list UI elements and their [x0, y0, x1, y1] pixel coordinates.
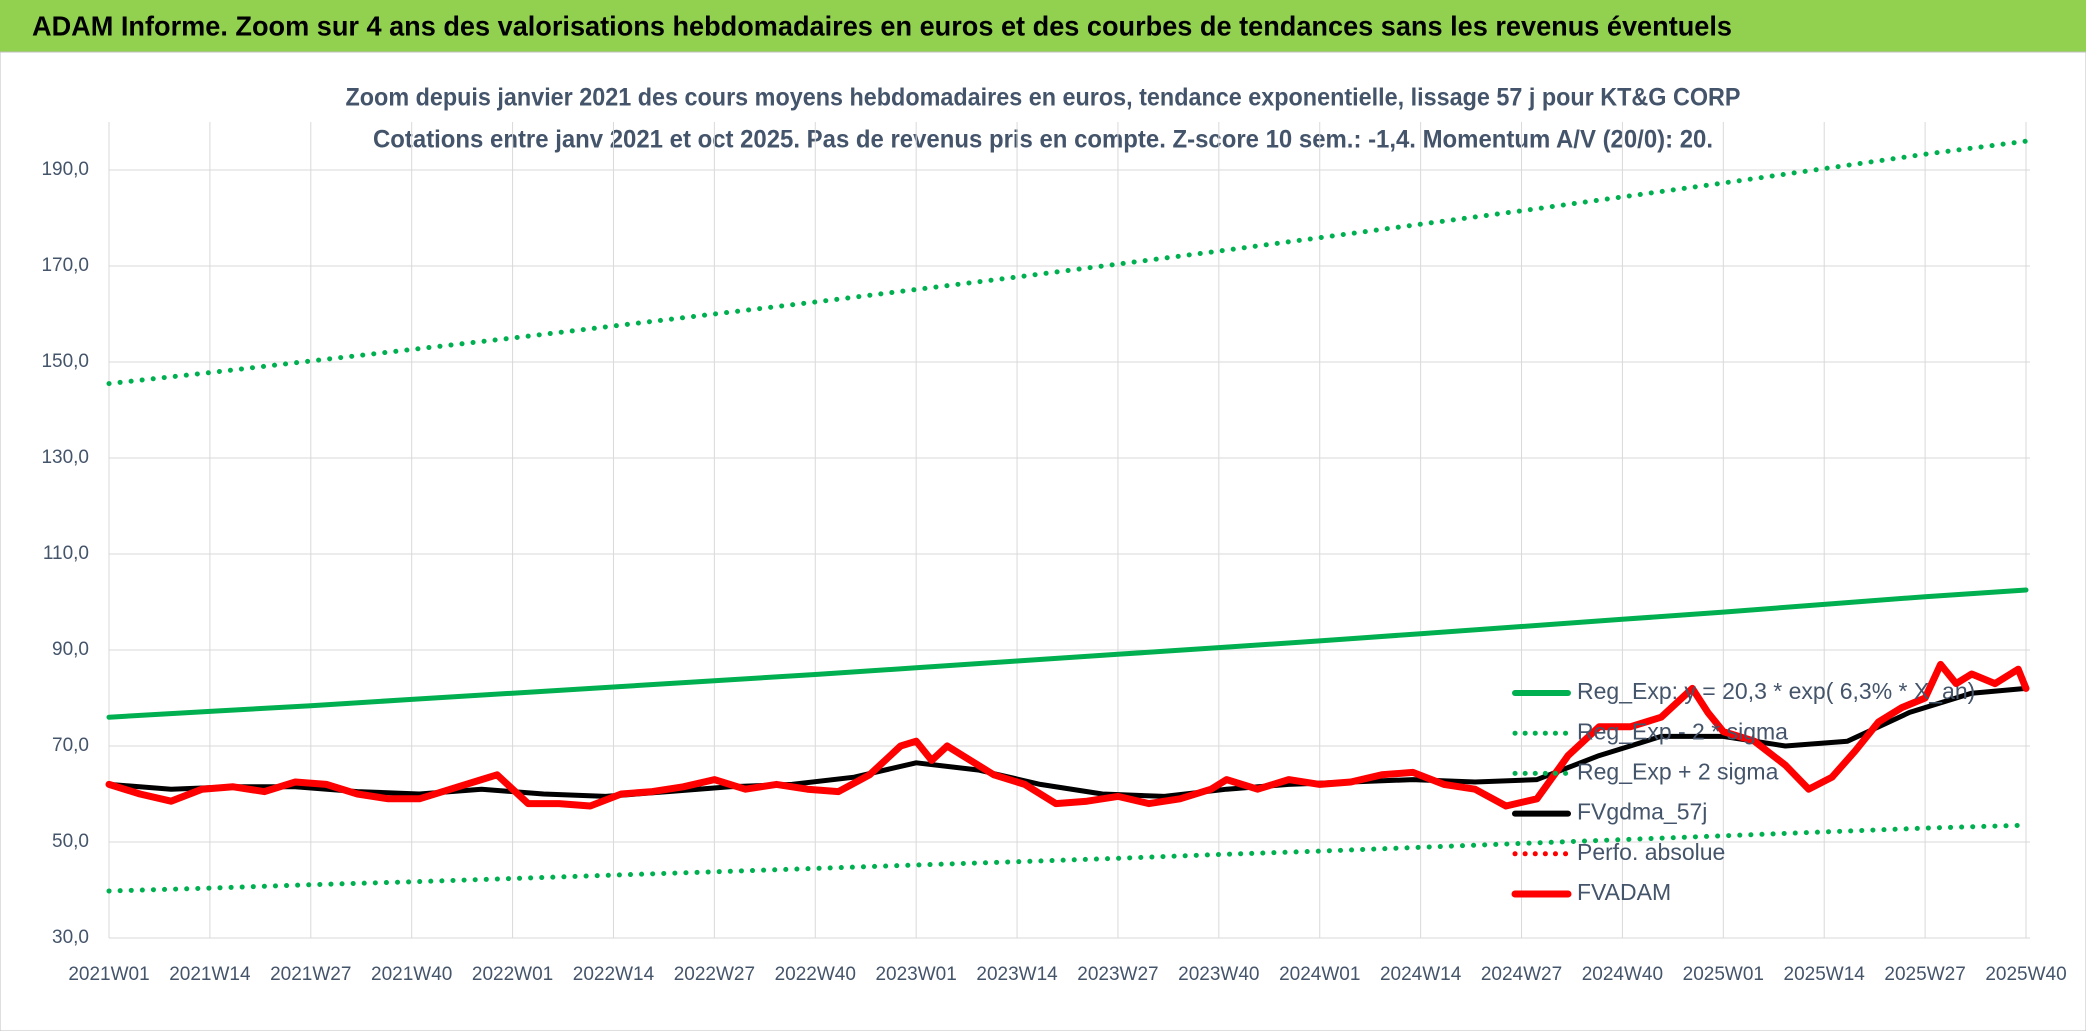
chart-frame	[0, 51, 2086, 1031]
x-tick-label: 2021W40	[371, 964, 452, 985]
series-line	[106, 587, 2029, 720]
y-tick-label: 30,0	[52, 927, 89, 948]
x-tick-label: 2023W40	[1178, 964, 1259, 985]
y-tick-label: 90,0	[52, 639, 89, 660]
x-tick-label: 2022W01	[472, 964, 553, 985]
y-tick-label: 190,0	[41, 159, 89, 180]
series-line	[106, 822, 2029, 894]
legend-label: FVgdma_57j	[1577, 799, 1707, 825]
legend-label: Reg_Exp + 2 sigma	[1577, 758, 1779, 784]
legend-label: FVADAM	[1577, 879, 1671, 905]
y-tick-label: 170,0	[41, 255, 89, 276]
y-tick-label: 150,0	[41, 351, 89, 372]
x-tick-label: 2024W14	[1380, 964, 1462, 985]
header-bar	[0, 0, 2086, 52]
x-tick-label: 2024W01	[1279, 964, 1360, 985]
x-tick-label: 2022W27	[674, 964, 755, 985]
legend-label: Perfo. absolue	[1577, 839, 1725, 865]
series-line	[106, 138, 2029, 387]
y-tick-label: 50,0	[52, 831, 89, 852]
x-tick-label: 2021W14	[169, 964, 251, 985]
x-tick-label: 2025W01	[1683, 964, 1764, 985]
x-tick-label: 2024W27	[1481, 964, 1562, 985]
series-line	[105, 660, 2030, 810]
chart-subtitle: Cotations entre janv 2021 et oct 2025. P…	[373, 126, 1713, 154]
x-tick-label: 2021W01	[68, 964, 149, 985]
x-tick-label: 2025W27	[1884, 964, 1965, 985]
y-tick-label: 130,0	[41, 447, 89, 468]
x-tick-label: 2022W14	[573, 964, 655, 985]
x-tick-label: 2023W01	[875, 964, 956, 985]
legend-label: Reg_Exp: y = 20,3 * exp( 6,3% * X_an)	[1577, 678, 1975, 704]
x-tick-label: 2024W40	[1582, 964, 1663, 985]
x-tick-label: 2025W40	[1985, 964, 2066, 985]
legend-label: Reg_Exp - 2 * sigma	[1577, 718, 1788, 744]
x-tick-label: 2025W14	[1784, 964, 1866, 985]
chart-title: Zoom depuis janvier 2021 des cours moyen…	[346, 84, 1741, 112]
y-tick-label: 110,0	[43, 543, 89, 564]
x-tick-label: 2023W27	[1077, 964, 1158, 985]
y-tick-label: 70,0	[52, 735, 89, 756]
x-tick-label: 2022W40	[775, 964, 856, 985]
x-tick-label: 2023W14	[976, 964, 1058, 985]
header-title: ADAM Informe. Zoom sur 4 ans des valoris…	[32, 10, 1732, 41]
x-tick-label: 2021W27	[270, 964, 351, 985]
